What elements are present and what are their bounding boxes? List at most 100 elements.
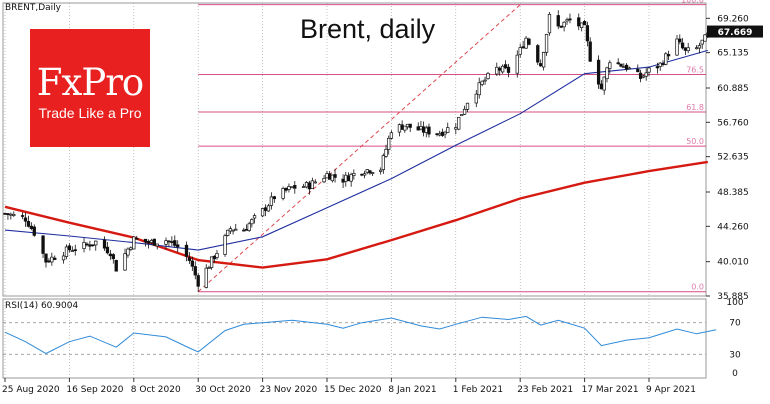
candle-body xyxy=(443,131,447,135)
candle-body xyxy=(187,257,192,261)
candle-body xyxy=(419,126,423,130)
candle-body xyxy=(403,125,407,131)
time-tick-label: 16 Sep 2020 xyxy=(66,385,123,395)
candle-body xyxy=(176,244,180,248)
fibonacci-levels: 100.0 76.5 61.8 50.0 0.0 xyxy=(198,0,706,293)
candle-body xyxy=(416,126,420,131)
candle-body xyxy=(562,21,566,28)
candle-body xyxy=(325,173,329,179)
candle-body xyxy=(462,108,467,115)
candle-body xyxy=(680,42,685,49)
candle-body xyxy=(244,228,249,231)
candle-body xyxy=(73,249,77,252)
time-tick-label: 8 Oct 2020 xyxy=(131,385,181,395)
candle-body xyxy=(135,237,139,240)
price-tick-label: 48.385 xyxy=(717,188,749,198)
time-tick-label: 15 Dec 2020 xyxy=(324,385,382,395)
candle-body xyxy=(703,34,707,42)
candle-body xyxy=(622,66,626,69)
candle-body xyxy=(304,182,309,188)
candle-body xyxy=(365,169,369,173)
candle-body xyxy=(231,229,235,232)
candle-body xyxy=(506,66,511,73)
fxpro-logo: FxPro Trade Like a Pro xyxy=(30,29,150,147)
candle-body xyxy=(666,54,671,57)
candle-body xyxy=(541,51,546,68)
candle-body xyxy=(605,67,609,80)
candle-body xyxy=(223,235,227,255)
candle-body xyxy=(486,72,490,80)
fib-level-label: 100.0 xyxy=(681,0,704,5)
candle-body xyxy=(700,39,704,45)
candle-body xyxy=(252,215,257,219)
candle-body xyxy=(389,132,394,139)
candle-body xyxy=(126,248,130,256)
candle-body xyxy=(307,182,312,190)
candle-body xyxy=(477,82,481,96)
candle-body xyxy=(41,235,45,254)
candle-body xyxy=(440,131,445,136)
candle-body xyxy=(435,133,439,136)
candle-body xyxy=(284,187,288,191)
price-tick-label: 40.010 xyxy=(717,258,749,268)
candle-body xyxy=(577,17,581,27)
current-price-label: 67.669 xyxy=(718,28,753,38)
candle-body xyxy=(608,62,612,69)
candle-body xyxy=(384,148,388,157)
fib-trendline-segment xyxy=(197,4,521,293)
candle-body xyxy=(167,240,171,243)
candle-body xyxy=(26,221,31,227)
current-price-tag xyxy=(707,25,763,38)
candle-body xyxy=(503,64,508,69)
candle-body xyxy=(12,213,16,216)
candle-body xyxy=(664,53,668,65)
candle-body xyxy=(313,181,317,184)
candle-body xyxy=(330,174,335,182)
candle-body xyxy=(588,41,592,62)
candle-body xyxy=(460,114,464,117)
candle-body xyxy=(397,124,402,133)
candle-body xyxy=(544,34,549,53)
candle-body xyxy=(627,67,632,70)
candle-body xyxy=(287,186,291,190)
candle-body xyxy=(173,240,177,246)
candle-body xyxy=(281,188,285,199)
candle-body xyxy=(379,169,383,172)
candle-body xyxy=(349,174,353,182)
price-tick-label: 52.635 xyxy=(717,153,749,163)
rsi-tick-label: 0 xyxy=(732,369,738,379)
candle-body xyxy=(88,244,92,247)
slow-moving-average xyxy=(4,160,708,269)
candle-body xyxy=(599,83,604,90)
candle-body xyxy=(29,225,33,229)
candle-body xyxy=(457,117,461,130)
candle-body xyxy=(483,79,487,82)
candle-body xyxy=(619,63,623,67)
candle-body xyxy=(53,257,57,260)
candle-body xyxy=(266,205,271,212)
rsi-panel-frame xyxy=(2,298,707,379)
candle-body xyxy=(686,47,690,52)
candle-body xyxy=(518,47,522,55)
candle-body xyxy=(636,68,640,73)
candle-body xyxy=(446,127,450,133)
candle-body xyxy=(515,54,519,74)
candle-body xyxy=(111,254,115,260)
fast-moving-average xyxy=(4,49,708,251)
candle-body xyxy=(408,123,412,128)
rsi-line xyxy=(4,315,717,355)
rsi-tick-label: 70 xyxy=(729,319,741,329)
candle-body xyxy=(32,226,36,236)
candle-body xyxy=(328,173,332,180)
candle-body xyxy=(521,46,525,49)
time-tick-label: 9 Apr 2021 xyxy=(646,385,696,395)
candle-body xyxy=(170,241,174,243)
candle-body xyxy=(524,37,528,49)
candle-body xyxy=(683,47,688,51)
candle-body xyxy=(424,127,428,133)
chart-title: Brent, daily xyxy=(300,14,436,44)
candle-body xyxy=(64,246,69,257)
candle-body xyxy=(290,186,294,189)
candle-body xyxy=(228,228,233,232)
